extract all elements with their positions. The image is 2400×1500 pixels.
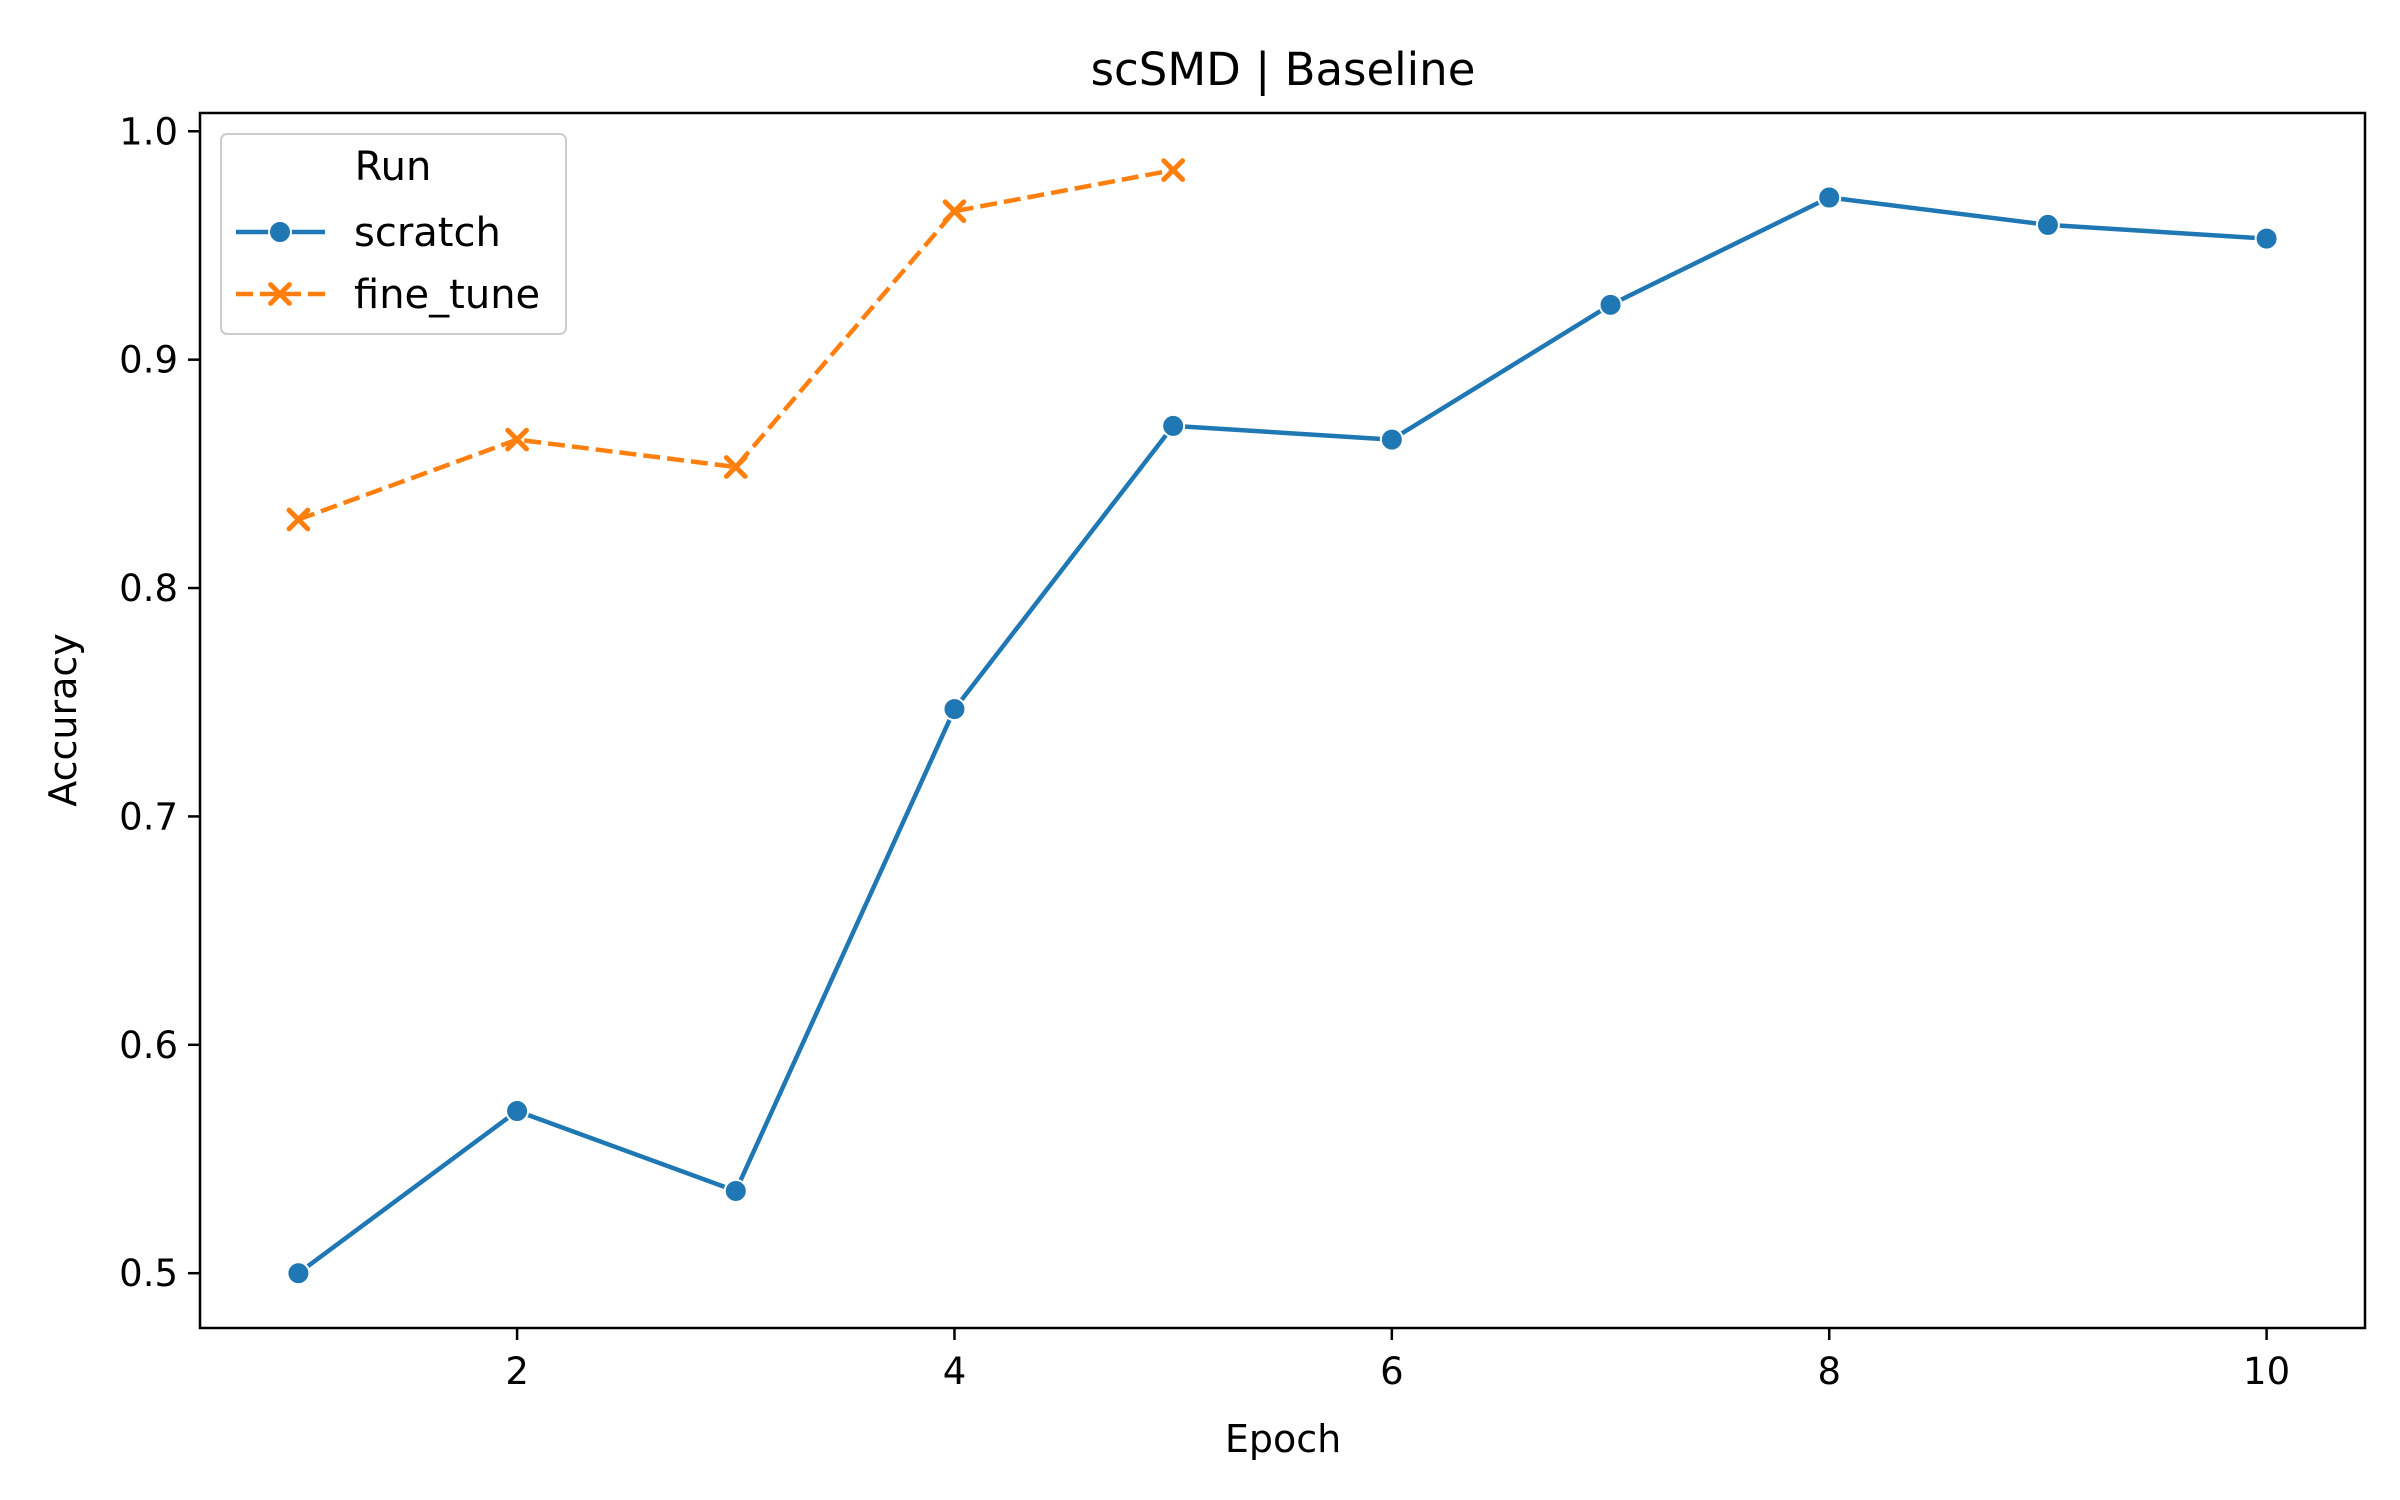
legend-marker-scratch <box>268 220 292 244</box>
data-point-fine_tune <box>942 199 967 224</box>
x-axis-ticks: 2 4 6 8 10 <box>505 1328 2290 1393</box>
series-fine_tune <box>286 158 1186 532</box>
data-point-scratch <box>1817 185 1842 210</box>
legend: Run scratch fine_tune <box>220 133 567 335</box>
data-point-fine_tune <box>286 507 311 532</box>
legend-items: scratch fine_tune <box>236 210 540 318</box>
y-tick-label: 0.7 <box>119 795 178 838</box>
legend-box <box>220 133 567 335</box>
data-point-scratch <box>2254 226 2279 251</box>
x-tick-label: 6 <box>1380 1350 1404 1393</box>
x-axis-label: Epoch <box>1225 1417 1341 1461</box>
y-tick-label: 0.9 <box>119 339 178 382</box>
x-tick-label: 8 <box>1817 1350 1841 1393</box>
legend-item-fine_tune: fine_tune <box>236 272 540 318</box>
x-tick-label: 4 <box>943 1350 967 1393</box>
y-tick-label: 0.6 <box>119 1024 178 1067</box>
x-tick-label: 10 <box>2243 1350 2290 1393</box>
data-point-fine_tune <box>1161 158 1186 182</box>
legend-label-fine_tune: fine_tune <box>354 272 540 318</box>
data-point-scratch <box>1598 292 1623 317</box>
x-tick-label: 2 <box>505 1350 529 1393</box>
series-layer <box>286 158 2279 1286</box>
data-point-scratch <box>1161 413 1186 438</box>
legend-marker-fine_tune <box>268 282 292 306</box>
plot-frame <box>198 111 2367 1330</box>
data-point-fine_tune <box>723 455 748 479</box>
y-tick-label: 1.0 <box>119 110 178 153</box>
legend-label-scratch: scratch <box>354 210 501 256</box>
data-point-scratch <box>723 1178 748 1203</box>
legend-title: Run <box>355 144 432 190</box>
data-point-scratch <box>2035 212 2060 237</box>
y-axis-ticks: 0.5 0.6 0.7 0.8 0.9 1.0 <box>119 110 200 1295</box>
series-scratch <box>286 185 2279 1286</box>
y-tick-label: 0.5 <box>119 1252 178 1295</box>
data-point-scratch <box>1379 427 1404 452</box>
y-tick-label: 0.8 <box>119 567 178 610</box>
y-axis-label: Accuracy <box>41 633 85 807</box>
data-point-scratch <box>505 1099 530 1124</box>
data-point-fine_tune <box>505 427 529 452</box>
chart-title: scSMD | Baseline <box>1091 43 1476 96</box>
data-point-scratch <box>942 697 967 722</box>
legend-item-scratch: scratch <box>236 210 501 256</box>
series-line-scratch <box>297 195 2267 1275</box>
data-point-scratch <box>286 1261 311 1286</box>
series-line-fine_tune <box>297 167 1174 522</box>
